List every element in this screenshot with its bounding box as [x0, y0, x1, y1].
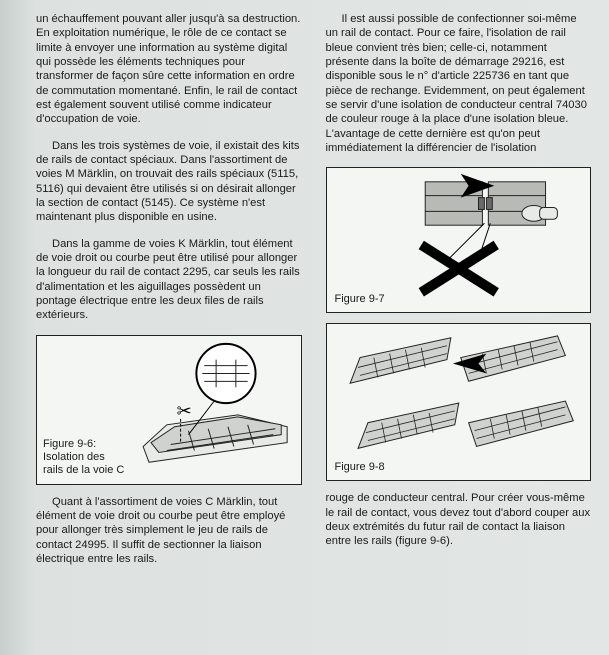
para-right-2: rouge de conducteur central. Pour créer …: [326, 491, 592, 548]
figure-9-6: ✂ Figure 9-6: Isolation des rails de la …: [36, 335, 302, 485]
figure-9-7-caption: Figure 9-7: [335, 293, 385, 306]
figure-9-8-illustration: [327, 324, 591, 480]
figure-9-8: Figure 9-8: [326, 323, 592, 481]
para-left-1: un échauffement pouvant aller jusqu'à sa…: [36, 12, 302, 127]
page: un échauffement pouvant aller jusqu'à sa…: [0, 0, 609, 655]
figure-9-6-caption-line3: rails de la voie C: [43, 464, 124, 477]
figure-9-6-caption-line2: Isolation des: [43, 451, 124, 464]
para-left-2: Dans les trois systèmes de voie, il exis…: [36, 139, 302, 225]
para-left-4: Quant à l'assortiment de voies C Märklin…: [36, 495, 302, 567]
scissors-icon: ✂: [177, 400, 192, 420]
cross-icon: [421, 245, 496, 292]
right-column: Il est aussi possible de confectionner s…: [326, 12, 592, 578]
para-left-3: Dans la gamme de voies K Märklin, tout é…: [36, 237, 302, 323]
columns: un échauffement pouvant aller jusqu'à sa…: [36, 12, 591, 578]
figure-9-7: Figure 9-7: [326, 167, 592, 313]
figure-9-6-caption-line1: Figure 9-6:: [43, 438, 124, 451]
left-column: un échauffement pouvant aller jusqu'à sa…: [36, 12, 302, 578]
figure-9-7-illustration: [327, 168, 591, 312]
figure-9-6-caption: Figure 9-6: Isolation des rails de la vo…: [43, 438, 124, 478]
para-right-1: Il est aussi possible de confectionner s…: [326, 12, 592, 155]
figure-9-8-caption: Figure 9-8: [335, 461, 385, 474]
